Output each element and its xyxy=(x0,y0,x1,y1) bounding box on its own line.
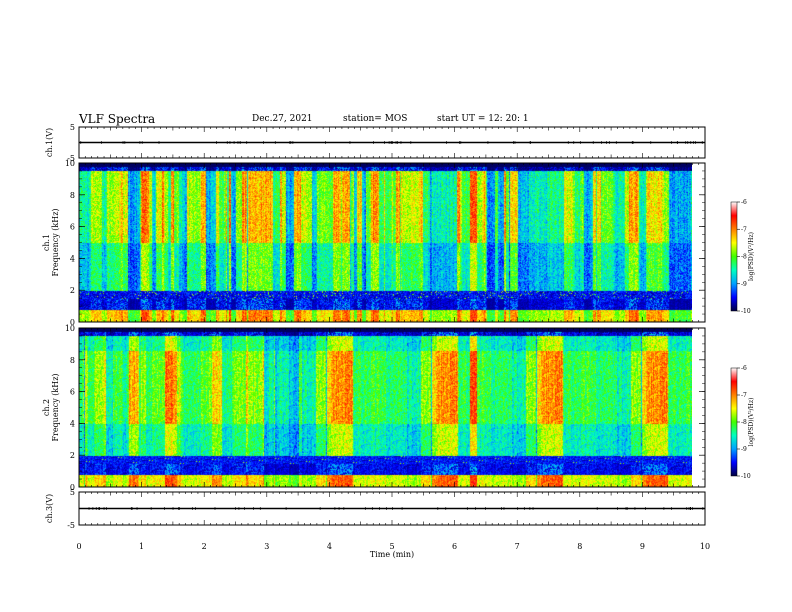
ch2-spectrogram-colorbar xyxy=(730,367,738,477)
xtick-label: 5 xyxy=(389,542,394,551)
xaxis-label: Time (min) xyxy=(370,550,414,559)
xtick-label: 4 xyxy=(327,542,332,551)
ch1-spectrogram-ylabel: ch.1 xyxy=(42,234,51,251)
xtick-label: 6 xyxy=(452,542,457,551)
xtick-label: 3 xyxy=(264,542,269,551)
ch1-spectrogram-colorbar-tick-label: -7 xyxy=(741,226,747,233)
ch3-waveform-ytick-label: -5 xyxy=(67,521,75,530)
ch1-spectrogram-colorbar-label: log(PSD)(V²/Hz) xyxy=(748,232,755,281)
ch1-spectrogram-colorbar-tick-label: -6 xyxy=(741,199,747,206)
ch1-spectrogram-image xyxy=(79,163,692,322)
ch2-spectrogram-ylabel: Frequency (kHz) xyxy=(51,373,60,441)
recording-date: Dec.27, 2021 xyxy=(252,114,313,124)
ch2-spectrogram-colorbar-tick-label: -6 xyxy=(741,365,747,372)
figure-title: VLF Spectra xyxy=(79,112,156,126)
ch1-spectrogram-ytick-label: 6 xyxy=(70,223,75,232)
ch1-waveform-ytick-label: 5 xyxy=(70,123,75,132)
ch2-spectrogram-ytick-label: 8 xyxy=(70,356,75,365)
ch3-waveform-ylabel: ch.3(V) xyxy=(45,494,54,523)
ch1-waveform-ylabel: ch.1(V) xyxy=(45,128,54,157)
trace-layer xyxy=(78,141,705,510)
ch2-spectrogram-image xyxy=(79,328,692,487)
ch1-spectrogram-ytick-label: 4 xyxy=(70,254,75,263)
ch2-spectrogram-ytick-label: 4 xyxy=(70,419,75,428)
station-label: station= MOS xyxy=(343,114,408,124)
xtick-label: 7 xyxy=(515,542,520,551)
ch1-waveform-ytick-label: -5 xyxy=(67,154,75,163)
ch1-spectrogram-colorbar-tick-label: -9 xyxy=(741,281,747,288)
ch2-spectrogram-colorbar-tick-label: -7 xyxy=(741,392,747,399)
ch2-spectrogram-ytick-label: 10 xyxy=(65,324,75,333)
ch3-waveform-ytick-label: 5 xyxy=(70,488,75,497)
xtick-label: 1 xyxy=(139,542,144,551)
ch2-spectrogram-colorbar-tick-label: -10 xyxy=(741,473,751,480)
axes-layer xyxy=(78,126,740,526)
ch2-spectrogram-ytick-label: 0 xyxy=(70,483,75,492)
ch1-spectrogram-colorbar-tick-label: -8 xyxy=(741,254,747,261)
ch1-spectrogram-ytick-label: 10 xyxy=(65,159,75,168)
ch2-spectrogram-ytick-label: 6 xyxy=(70,388,75,397)
spectrogram-layer xyxy=(79,163,692,487)
xtick-label: 10 xyxy=(700,542,710,551)
ch2-spectrogram-colorbar-tick-label: -9 xyxy=(741,446,747,453)
start-time-label: start UT = 12: 20: 1 xyxy=(437,114,529,124)
ch1-spectrogram-colorbar-tick-label: -10 xyxy=(741,308,751,315)
ch1-spectrogram-colorbar xyxy=(730,201,738,312)
ch2-spectrogram-ylabel: ch.2 xyxy=(42,399,51,416)
label-layer: 5 -5 ch.1(V) -6 -7 -8 -9 -10 log(PSD)(V²/Hz) 0 2 4 6… xyxy=(42,123,755,559)
ch1-spectrogram-ylabel: Frequency (kHz) xyxy=(51,208,60,276)
ch1-spectrogram-ytick-label: 2 xyxy=(70,286,75,295)
ch1-spectrogram-ytick-label: 0 xyxy=(70,318,75,327)
ch2-spectrogram-colorbar-tick-label: -8 xyxy=(741,419,747,426)
ch2-spectrogram-colorbar-label: log(PSD)(V²/Hz) xyxy=(748,398,755,447)
ch1-spectrogram-ytick-label: 8 xyxy=(70,191,75,200)
xtick-label: 0 xyxy=(76,542,81,551)
xtick-label: 9 xyxy=(640,542,645,551)
xtick-label: 2 xyxy=(202,542,207,551)
xtick-label: 8 xyxy=(577,542,582,551)
ch2-spectrogram-ytick-label: 2 xyxy=(70,451,75,460)
